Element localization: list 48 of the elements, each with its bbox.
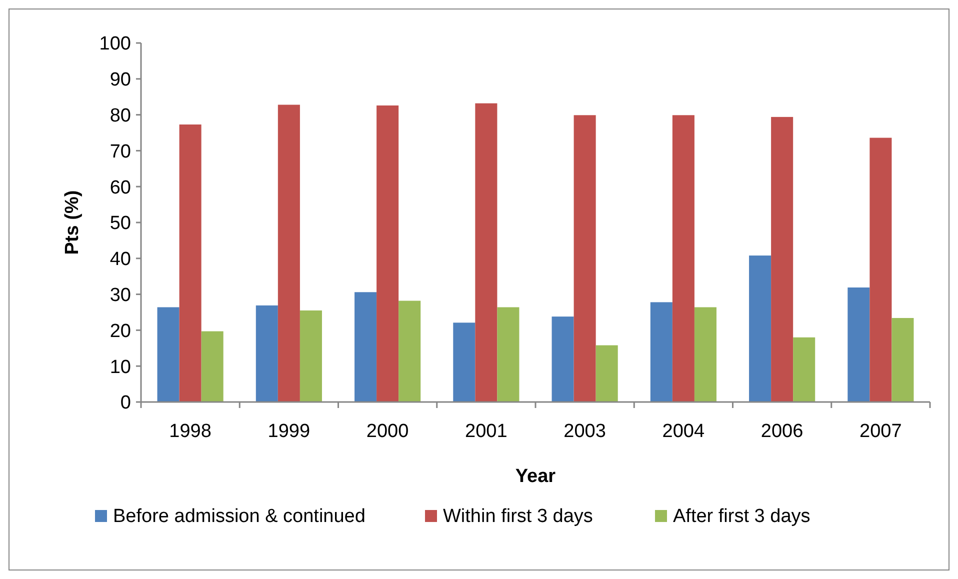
- bar: [892, 318, 914, 402]
- y-tick-label: 10: [110, 356, 131, 378]
- bar: [256, 305, 278, 402]
- bar: [354, 292, 377, 402]
- bar: [157, 307, 180, 402]
- bar: [552, 316, 574, 402]
- x-tick-label: 2006: [760, 421, 804, 442]
- y-tick-label: 0: [120, 392, 131, 414]
- bar: [771, 116, 794, 402]
- legend-label: Before admission & continued: [113, 506, 366, 527]
- bar: [650, 302, 672, 402]
- bar: [848, 287, 870, 402]
- bar: [749, 256, 772, 402]
- bar: [596, 345, 618, 402]
- bar: [497, 307, 520, 402]
- bar: [574, 115, 596, 402]
- bar: [475, 103, 498, 402]
- bar: [672, 115, 694, 402]
- bar: [278, 104, 300, 402]
- bar: [870, 138, 892, 402]
- bar: [201, 331, 224, 402]
- y-tick-label: 50: [110, 213, 131, 234]
- y-tick-label: 40: [110, 249, 131, 270]
- x-tick-label: 2007: [860, 421, 902, 442]
- x-tick-label: 1999: [268, 421, 310, 442]
- bar: [793, 337, 816, 402]
- y-tick-label: 80: [110, 105, 131, 126]
- y-tick-label: 100: [99, 34, 131, 55]
- x-tick-label: 2003: [564, 421, 606, 442]
- bar: [179, 124, 202, 402]
- x-tick-label: 1998: [169, 421, 212, 442]
- y-tick-label: 30: [110, 284, 131, 306]
- y-tick-label: 90: [110, 70, 131, 91]
- bar: [300, 310, 322, 402]
- bar: [694, 307, 716, 402]
- legend-label: After first 3 days: [673, 506, 810, 527]
- y-axis-title: Pts (%): [62, 190, 83, 255]
- y-tick-label: 70: [110, 141, 131, 162]
- bar: [398, 300, 421, 402]
- y-tick-label: 60: [110, 177, 131, 198]
- bar: [453, 322, 476, 402]
- x-axis-title: Year: [515, 466, 556, 487]
- y-tick-label: 20: [110, 320, 131, 342]
- bar: [376, 105, 399, 402]
- x-tick-label: 2001: [465, 421, 508, 442]
- x-tick-label: 2000: [366, 421, 409, 442]
- x-tick-label: 2004: [662, 421, 705, 442]
- legend-label: Within first 3 days: [443, 506, 593, 527]
